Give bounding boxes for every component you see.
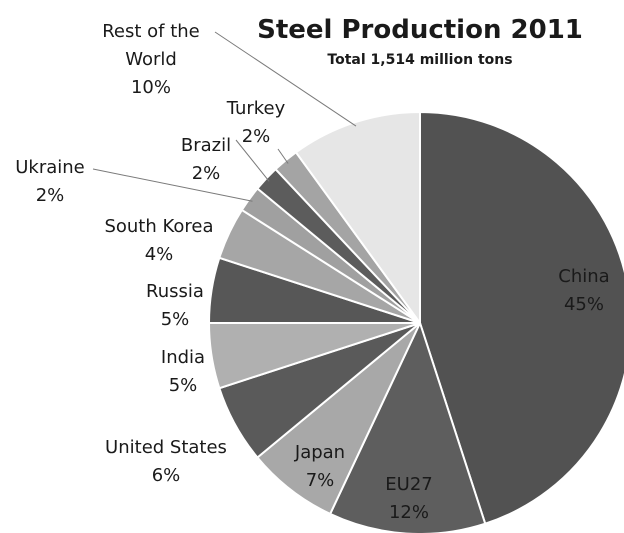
slice-label-japan: Japan 7% xyxy=(294,442,345,491)
slice-value-united-states: 6% xyxy=(152,465,181,486)
slice-labels: China 45% EU27 12% Japan 7% United States 6% Ind… xyxy=(15,21,609,523)
slice-name-rest-of-the-world: Rest of the xyxy=(102,21,200,42)
slice-value-eu27: 12% xyxy=(389,502,429,523)
slice-value-rest-of-the-world: 10% xyxy=(131,77,171,98)
slice-name-russia: Russia xyxy=(146,281,204,302)
chart-subtitle: Total 1,514 million tons xyxy=(327,52,512,68)
slice-name-south-korea: South Korea xyxy=(104,216,213,237)
slice-name-united-states: United States xyxy=(105,437,227,458)
slice-name-turkey: Turkey xyxy=(226,98,286,119)
slice-label-china: China 45% xyxy=(558,266,609,315)
slice-name-japan: Japan xyxy=(294,442,345,463)
slice-value-turkey: 2% xyxy=(242,126,271,147)
pie-slices xyxy=(207,110,624,533)
slice-name-india: India xyxy=(161,347,205,368)
slice-label-brazil: Brazil 2% xyxy=(181,135,231,184)
leader-line-brazil xyxy=(235,139,270,182)
slice-name-china: China xyxy=(558,266,609,287)
slice-label-turkey: Turkey 2% xyxy=(226,98,286,147)
slice-value-japan: 7% xyxy=(306,470,335,491)
slice-label-rest-of-the-world: Rest of the World 10% xyxy=(102,21,200,98)
slice-label-eu27: EU27 12% xyxy=(385,474,432,523)
leader-line-turkey xyxy=(277,148,289,164)
slice-value-ukraine: 2% xyxy=(36,185,65,206)
slice-name-ukraine: Ukraine xyxy=(15,157,85,178)
slice-name-brazil: Brazil xyxy=(181,135,231,156)
slice-value-russia: 5% xyxy=(161,309,190,330)
slice-name-rest-of-the-world: World xyxy=(125,49,177,70)
slice-label-russia: Russia 5% xyxy=(146,281,204,330)
leader-line-ukraine xyxy=(92,168,253,202)
slice-label-south-korea: South Korea 4% xyxy=(104,216,213,265)
slice-name-eu27: EU27 xyxy=(385,474,432,495)
slice-rest-of-the-world xyxy=(294,110,421,327)
slice-label-ukraine: Ukraine 2% xyxy=(15,157,85,206)
slice-eu27 xyxy=(328,320,487,533)
leader-line-rest-of-the-world xyxy=(214,31,357,127)
slice-value-china: 45% xyxy=(564,294,604,315)
slice-label-india: India 5% xyxy=(161,347,205,396)
chart-title: Steel Production 2011 xyxy=(257,15,583,45)
slice-value-brazil: 2% xyxy=(192,163,221,184)
slice-label-united-states: United States 6% xyxy=(105,437,227,486)
slice-value-south-korea: 4% xyxy=(145,244,174,265)
slice-value-india: 5% xyxy=(169,375,198,396)
slice-china xyxy=(419,110,624,525)
leader-lines xyxy=(92,31,357,202)
